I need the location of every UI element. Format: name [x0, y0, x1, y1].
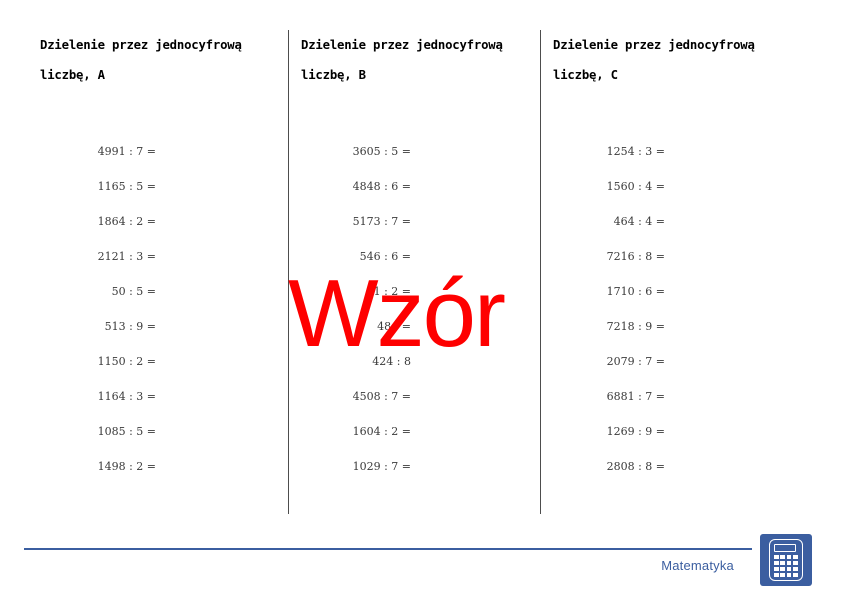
calculator-key: [780, 572, 785, 577]
calculator-key: [792, 560, 798, 566]
calculator-icon: [760, 534, 812, 586]
calculator-key: [774, 555, 779, 560]
problem-item: 1498 : 2 =: [97, 460, 156, 473]
problem-item: 513 : 9 =: [104, 320, 156, 333]
problem-columns: Dzielenie przez jednocyfrową liczbę, A 4…: [36, 30, 806, 514]
problem-column-c: Dzielenie przez jednocyfrową liczbę, C 1…: [540, 30, 796, 514]
problem-item: 1560 : 4 =: [606, 180, 665, 193]
calculator-body: [769, 539, 803, 581]
column-c-problem-list: 1254 : 3 = 1560 : 4 = 464 : 4 = 7216 : 8…: [553, 134, 796, 484]
problem-item: 4848 : 6 =: [352, 180, 411, 193]
calculator-key: [786, 566, 792, 572]
problem-item: 3605 : 5 =: [352, 145, 411, 158]
calculator-keypad: [774, 555, 798, 577]
problem-item: 546 : 6 =: [359, 250, 411, 263]
problem-item: 4991 : 7 =: [97, 145, 156, 158]
footer-subject-label: Matematyka: [661, 558, 734, 573]
column-b-title-line1: Dzielenie przez jednocyfrową: [301, 38, 503, 52]
calculator-key: [792, 566, 798, 572]
calculator-key: [774, 560, 779, 566]
problem-item: 4508 : 7 =: [352, 390, 411, 403]
column-b-problem-list: 3605 : 5 = 4848 : 6 = 5173 : 7 = 546 : 6…: [301, 134, 540, 484]
calculator-display: [774, 543, 796, 552]
calculator-key: [786, 560, 792, 566]
problem-item: 1710 : 6 =: [606, 285, 665, 298]
column-b-title-line2: liczbę, B: [301, 68, 366, 82]
problem-item: 7218 : 9 =: [606, 320, 665, 333]
problem-item: 1604 : 2 =: [352, 425, 411, 438]
problem-item: 1254 : 3 =: [606, 145, 665, 158]
problem-item: 7216 : 8 =: [606, 250, 665, 263]
problem-item: 6881 : 7 =: [606, 390, 665, 403]
column-c-title-line2: liczbę, C: [553, 68, 618, 82]
problem-item: 50 : 5 =: [111, 285, 156, 298]
column-c-title-line1: Dzielenie przez jednocyfrową: [553, 38, 755, 52]
problem-item: 5173 : 7 =: [352, 215, 411, 228]
calculator-key: [786, 555, 792, 560]
problem-item: 48 : =: [377, 320, 411, 333]
calculator-key: [780, 560, 785, 566]
column-a-title-line1: Dzielenie przez jednocyfrową: [40, 38, 242, 52]
column-a-title-line2: liczbę, A: [40, 68, 105, 82]
problem-item: 1085 : 5 =: [97, 425, 156, 438]
footer-divider: [24, 548, 752, 550]
problem-item: 2079 : 7 =: [606, 355, 665, 368]
calculator-key: [792, 572, 798, 577]
problem-item: 1164 : 3 =: [97, 390, 156, 403]
problem-item: 2808 : 8 =: [606, 460, 665, 473]
problem-item: 11 : 2 =: [366, 285, 411, 298]
calculator-key: [780, 566, 785, 572]
problem-item: 1150 : 2 =: [97, 355, 156, 368]
calculator-key: [792, 555, 798, 560]
problem-item: 1165 : 5 =: [97, 180, 156, 193]
calculator-key: [774, 566, 779, 572]
calculator-key: [780, 555, 785, 560]
problem-item: 1029 : 7 =: [352, 460, 411, 473]
problem-item: 2121 : 3 =: [97, 250, 156, 263]
column-a-problem-list: 4991 : 7 = 1165 : 5 = 1864 : 2 = 2121 : …: [40, 134, 288, 484]
problem-item: 464 : 4 =: [613, 215, 665, 228]
calculator-key: [774, 572, 779, 577]
problem-item: 1269 : 9 =: [606, 425, 665, 438]
problem-item: 1864 : 2 =: [97, 215, 156, 228]
problem-column-b: Dzielenie przez jednocyfrową liczbę, B 3…: [288, 30, 540, 514]
calculator-key: [786, 572, 792, 577]
problem-item: 424 : 8: [372, 355, 411, 368]
problem-column-a: Dzielenie przez jednocyfrową liczbę, A 4…: [36, 30, 288, 514]
